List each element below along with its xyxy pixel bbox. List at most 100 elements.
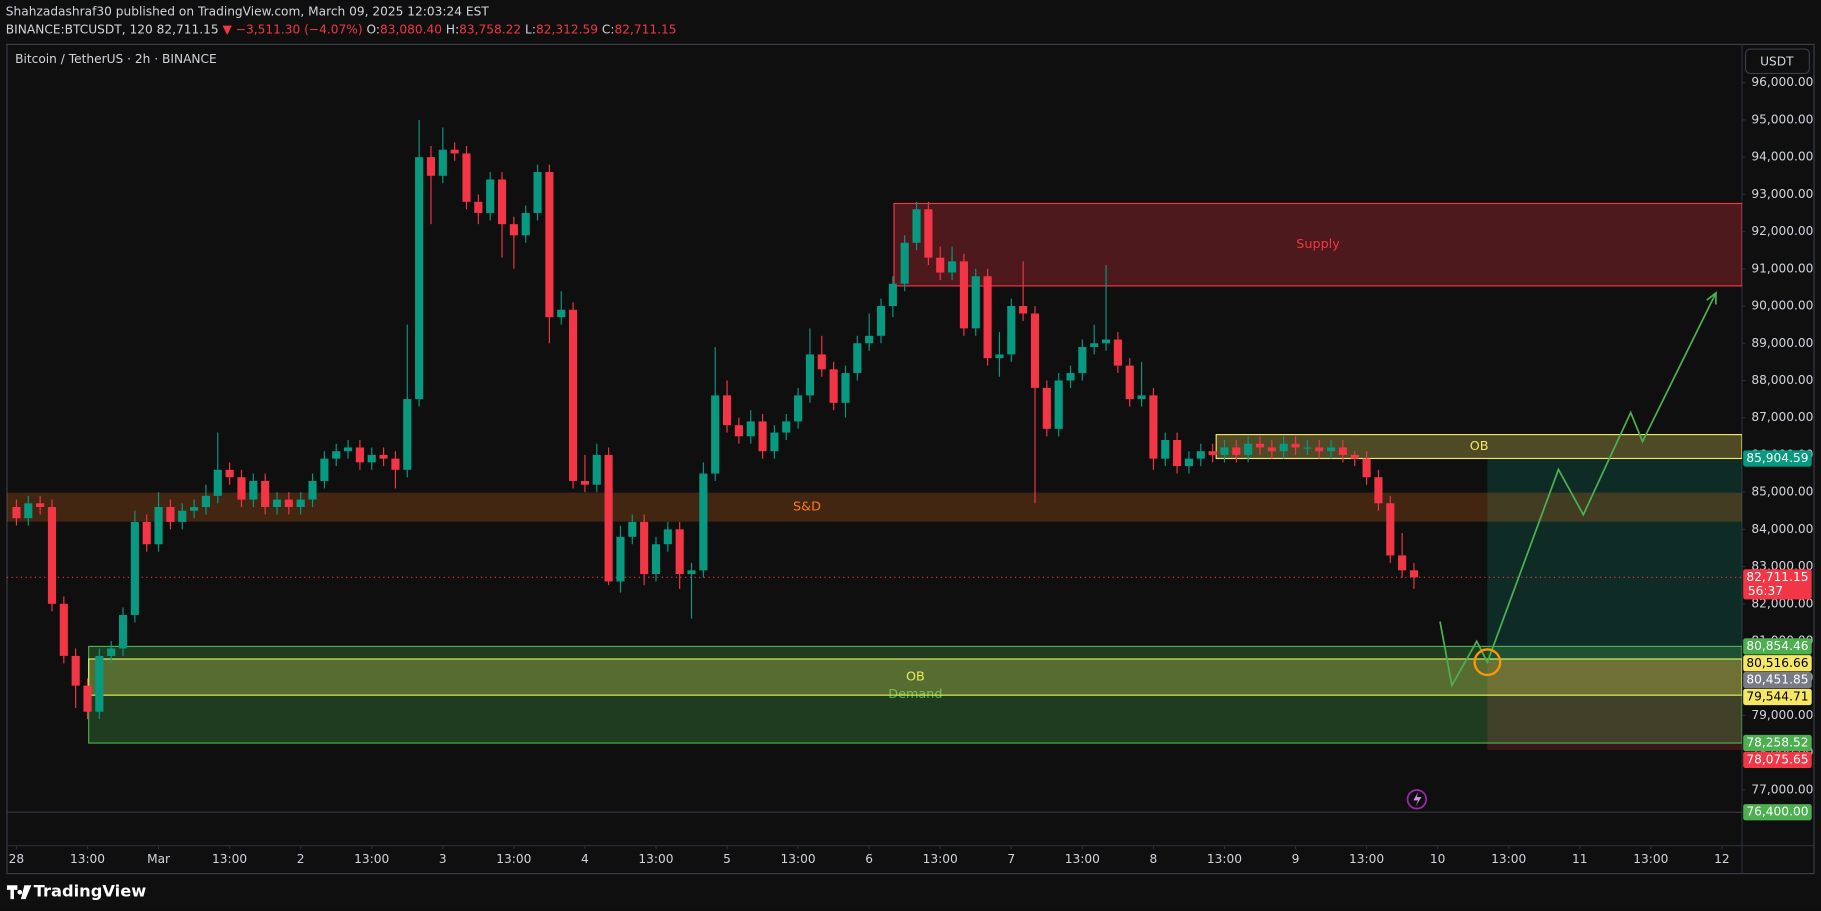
candle-body	[272, 499, 282, 508]
ohlc-key: C:	[602, 22, 615, 36]
arrow: ▼	[223, 22, 233, 36]
zone-label: OB	[906, 670, 925, 685]
candle-body	[580, 480, 589, 485]
ohlc-key: L:	[525, 22, 536, 36]
candle-body	[1350, 454, 1359, 459]
candle-body	[284, 499, 293, 508]
x-tick-label: 13:00	[1207, 852, 1242, 866]
candle-body	[59, 603, 68, 656]
candle-body	[1113, 339, 1122, 366]
candle-body	[948, 261, 957, 273]
last-price-tag	[1743, 569, 1812, 600]
candle-body	[497, 179, 507, 225]
candle-body	[201, 495, 211, 508]
x-tick-label: 13:00	[496, 852, 531, 866]
candle-body	[1362, 458, 1371, 478]
candle-body	[1019, 306, 1028, 314]
price-tag-label: 85,904.59	[1746, 451, 1808, 465]
candle-body	[1137, 395, 1146, 400]
candle-body	[545, 172, 554, 318]
candle-body	[237, 477, 246, 500]
candle-body	[983, 276, 992, 359]
candle-body	[225, 469, 234, 478]
candle-body	[1315, 447, 1324, 452]
y-tick-label: 77,000.00	[1751, 782, 1813, 796]
candle-body	[758, 421, 767, 452]
candle-body	[509, 224, 518, 236]
ohlc-value: 83,758.22	[459, 22, 521, 36]
candle-body	[1374, 477, 1383, 504]
currency: USDT	[1760, 54, 1794, 68]
candle-body	[1244, 443, 1253, 455]
x-tick-label: 8	[1150, 852, 1158, 866]
y-tick-label: 93,000.00	[1751, 187, 1813, 201]
price-tag	[1743, 688, 1812, 706]
candle-body	[379, 454, 388, 459]
projection-arrowhead	[1706, 291, 1717, 305]
currency-button[interactable]	[1744, 48, 1810, 74]
candle-body	[1125, 365, 1134, 400]
zone-label: Supply	[1296, 237, 1340, 252]
candle-body	[794, 395, 803, 422]
candle-body	[722, 395, 732, 426]
candle-body	[296, 499, 305, 508]
candle-body	[853, 343, 862, 374]
candle-body	[95, 655, 104, 712]
candle-body	[1398, 555, 1407, 571]
x-tick-label: 13:00	[354, 852, 389, 866]
candle-body	[367, 454, 376, 463]
price-tag	[1743, 734, 1812, 752]
x-tick-label: 6	[865, 852, 873, 866]
candle-body	[1101, 339, 1111, 344]
candle-body	[1409, 570, 1419, 578]
ohlc-value: 83,080.40	[380, 22, 442, 36]
candle-body	[533, 172, 542, 213]
candle-body	[107, 648, 116, 656]
candle-body	[995, 354, 1004, 359]
y-tick-label: 82,000.00	[1751, 596, 1813, 610]
candle-body	[699, 473, 708, 571]
brand-logo	[6, 885, 32, 900]
candle-body	[450, 149, 459, 154]
price-tag	[1743, 671, 1812, 689]
candle-body	[1326, 447, 1336, 452]
candle-body	[640, 521, 649, 575]
candle-body	[1279, 443, 1288, 452]
candle-body	[1232, 447, 1241, 455]
candle-body	[521, 212, 530, 236]
candle-body	[12, 507, 21, 519]
candle-body	[154, 507, 163, 545]
event-icon[interactable]	[1406, 789, 1428, 810]
price-tag-label: 76,400.00	[1746, 805, 1808, 819]
candle-body	[569, 309, 578, 481]
candle-body	[438, 149, 447, 176]
candle-body	[166, 507, 175, 522]
x-tick-label: 13:00	[781, 852, 816, 866]
x-tick-label: 13:00	[638, 852, 673, 866]
y-tick-label: 89,000.00	[1751, 336, 1813, 350]
candle-body	[261, 480, 270, 508]
candle-body	[426, 157, 436, 176]
candle-body	[1007, 306, 1016, 355]
candle-body	[663, 529, 672, 545]
x-tick-label: 5	[723, 852, 731, 866]
candle-body	[557, 309, 566, 318]
axes: 77,000.0078,000.0079,000.0080,000.0081,0…	[9, 75, 1814, 866]
candle-body	[628, 521, 637, 537]
candle-body	[888, 283, 897, 307]
candle-body	[1338, 447, 1347, 455]
x-tick-label: 13:00	[212, 852, 247, 866]
candle-body	[1196, 451, 1205, 459]
candle-body	[734, 425, 743, 437]
brand: TradingView	[34, 882, 147, 901]
candle-body	[1220, 447, 1229, 455]
x-tick-label: 13:00	[1491, 852, 1526, 866]
y-tick-label: 92,000.00	[1751, 224, 1813, 238]
candle-body	[1054, 380, 1063, 429]
x-tick-label: 28	[9, 852, 25, 866]
candle-body	[130, 521, 139, 615]
candle-body	[805, 354, 815, 396]
price-tag-label: 78,075.65	[1746, 752, 1808, 766]
candle-body	[711, 395, 720, 474]
x-tick-label: 12	[1714, 852, 1730, 866]
